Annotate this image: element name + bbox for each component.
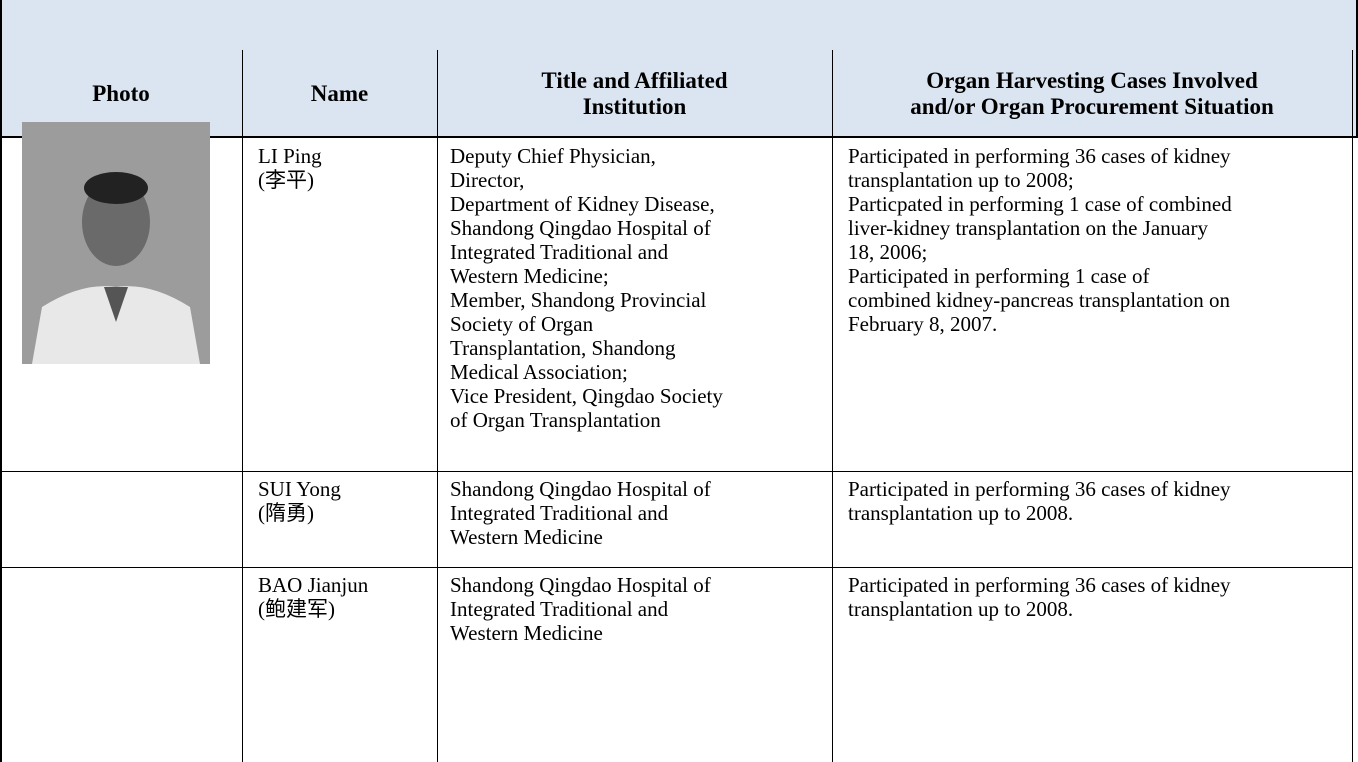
header-row xyxy=(0,48,1358,138)
header-cell: Name xyxy=(242,50,437,138)
cases-line: transplantation up to 2008. xyxy=(848,501,1074,525)
cases-line: Participated in performing 1 case of xyxy=(848,264,1150,288)
cell-title: Shandong Qingdao Hospital of Integrated T… xyxy=(450,477,832,549)
title-line: Integrated Traditional and xyxy=(450,597,669,621)
header-cell: Title and Affiliated Institution xyxy=(437,50,832,138)
cases-line: transplantation up to 2008; xyxy=(848,168,1074,192)
name-line: (鲍建军) xyxy=(258,597,335,621)
title-line: Society of Organ xyxy=(450,312,594,336)
row-border xyxy=(0,567,1353,568)
photo-image xyxy=(22,122,210,364)
cases-line: combined kidney-pancreas transplantation… xyxy=(848,288,1230,312)
title-line: of Organ Transplantation xyxy=(450,408,661,432)
column-border xyxy=(0,50,2,762)
cell-title: Deputy Chief Physician, Director, Departme… xyxy=(450,144,832,432)
cases-line: Participated in performing 36 cases of k… xyxy=(848,144,1231,168)
title-line: Shandong Qingdao Hospital of xyxy=(450,573,711,597)
title-line: Deputy Chief Physician, xyxy=(450,144,656,168)
title-line: Director, xyxy=(450,168,525,192)
title-line: Shandong Qingdao Hospital of xyxy=(450,216,711,240)
cases-line: Participated in performing 36 cases of k… xyxy=(848,573,1231,597)
name-line: BAO Jianjun xyxy=(258,573,369,597)
name-line: (隋勇) xyxy=(258,501,314,525)
photo xyxy=(22,122,210,364)
cell-cases: Participated in performing 36 cases of k… xyxy=(848,477,1352,525)
cases-line: transplantation up to 2008. xyxy=(848,597,1074,621)
name-line: (李平) xyxy=(258,168,314,192)
header-text: Title and Affiliated xyxy=(541,68,728,93)
title-line: Western Medicine xyxy=(450,525,603,549)
column-border xyxy=(1352,50,1353,762)
header-text: Organ Harvesting Cases Involved xyxy=(926,68,1258,93)
cell-name: BAO Jianjun (鲍建军) xyxy=(258,573,437,621)
title-line: Integrated Traditional and xyxy=(450,240,669,264)
cell-cases: Participated in performing 36 cases of k… xyxy=(848,573,1352,621)
cases-line: Participated in performing 36 cases of k… xyxy=(848,477,1231,501)
cell-name: SUI Yong (隋勇) xyxy=(258,477,437,525)
cases-line: February 8, 2007. xyxy=(848,312,998,336)
cases-line: Particpated in performing 1 case of comb… xyxy=(848,192,1232,216)
column-border xyxy=(832,50,833,762)
header-cell: Photo xyxy=(0,50,242,138)
title-line: Department of Kidney Disease, xyxy=(450,192,715,216)
title-line: Integrated Traditional and xyxy=(450,501,669,525)
title-line: Transplantation, Shandong xyxy=(450,336,676,360)
header-text: Institution xyxy=(582,94,687,119)
cases-line: 18, 2006; xyxy=(848,240,928,264)
header-text: Name xyxy=(310,81,369,106)
title-line: Western Medicine xyxy=(450,621,603,645)
title-line: Shandong Qingdao Hospital of xyxy=(450,477,711,501)
title-line: Medical Association; xyxy=(450,360,628,384)
name-line: SUI Yong xyxy=(258,477,341,501)
row-border xyxy=(0,471,1353,472)
header-cell: Organ Harvesting Cases Involved and/or Or… xyxy=(832,50,1352,138)
name-line: LI Ping xyxy=(258,144,322,168)
title-line: Western Medicine; xyxy=(450,264,609,288)
title-line: Member, Shandong Provincial xyxy=(450,288,707,312)
top-band xyxy=(0,0,1358,50)
header-text: Photo xyxy=(92,81,150,106)
cases-line: liver-kidney transplantation on the Janu… xyxy=(848,216,1208,240)
header-text: and/or Organ Procurement Situation xyxy=(910,94,1274,119)
cell-cases: Participated in performing 36 cases of k… xyxy=(848,144,1352,336)
cell-name: LI Ping (李平) xyxy=(258,144,437,192)
title-line: Vice President, Qingdao Society xyxy=(450,384,723,408)
cell-title: Shandong Qingdao Hospital of Integrated T… xyxy=(450,573,832,645)
column-border xyxy=(242,50,243,762)
column-border xyxy=(437,50,438,762)
